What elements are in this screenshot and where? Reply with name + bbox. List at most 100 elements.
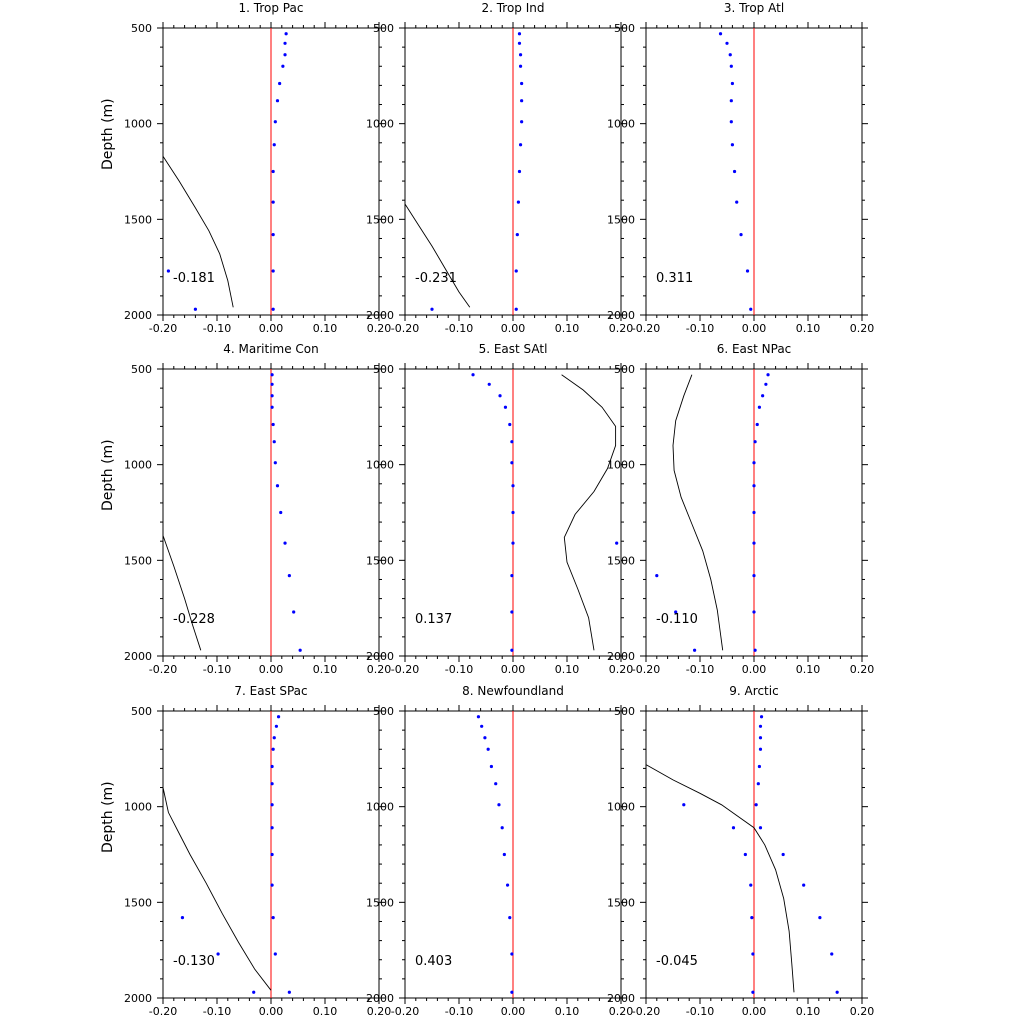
series-curve xyxy=(162,155,234,308)
x-tick-label: -0.20 xyxy=(632,1005,660,1018)
data-point xyxy=(500,826,504,830)
data-point xyxy=(271,269,275,273)
data-point xyxy=(502,852,506,857)
data-point xyxy=(731,826,736,830)
x-tick-label: 0.10 xyxy=(796,663,821,676)
x-tick-label: -0.20 xyxy=(391,322,419,335)
data-point xyxy=(764,382,768,386)
data-point xyxy=(752,484,756,488)
data-point xyxy=(758,826,763,830)
data-point xyxy=(802,883,806,887)
panel-5: -0.20 -0.10 0.00 0.10 0.20 500 1000 1500 2000 5. … xyxy=(366,342,633,676)
data-point xyxy=(270,394,274,398)
x-tick-label: 0.00 xyxy=(501,663,526,676)
data-point xyxy=(276,715,281,719)
data-point xyxy=(489,764,493,769)
x-tick-label: -0.20 xyxy=(391,1005,419,1018)
series-curve xyxy=(162,787,272,991)
data-point xyxy=(728,53,732,57)
data-point xyxy=(735,200,739,204)
x-tick-label: -0.20 xyxy=(632,663,660,676)
data-point xyxy=(730,81,735,86)
data-point xyxy=(494,782,498,786)
data-point xyxy=(517,41,522,45)
x-tick-label: -0.10 xyxy=(686,663,714,676)
data-point xyxy=(514,307,518,311)
data-point xyxy=(483,736,487,740)
x-tick-label: 0.20 xyxy=(850,1005,875,1018)
data-point xyxy=(753,648,757,652)
data-point xyxy=(754,803,758,807)
data-point xyxy=(520,99,524,103)
data-point xyxy=(520,120,524,124)
x-tick-label: 0.10 xyxy=(313,322,338,335)
x-tick-label: 0.20 xyxy=(609,322,634,335)
y-tick-label: 1000 xyxy=(124,801,152,814)
data-point xyxy=(682,803,686,807)
data-point xyxy=(510,440,514,444)
data-point xyxy=(514,269,518,273)
x-tick-label: 0.00 xyxy=(259,663,284,676)
x-tick-label: -0.10 xyxy=(445,663,473,676)
x-tick-label: 0.00 xyxy=(742,1005,767,1018)
data-point xyxy=(486,747,490,751)
data-point xyxy=(729,120,733,124)
data-point xyxy=(518,53,523,57)
data-point xyxy=(283,541,287,545)
y-tick-label: 500 xyxy=(614,705,635,718)
y-tick-label: 2000 xyxy=(366,309,394,322)
y-tick-label: 500 xyxy=(373,363,394,376)
data-point xyxy=(510,574,514,578)
data-point xyxy=(757,405,762,409)
y-tick-label: 1500 xyxy=(124,896,152,909)
data-point xyxy=(508,422,512,427)
y-tick-label: 2000 xyxy=(366,650,394,663)
data-point xyxy=(520,81,524,86)
data-point xyxy=(292,610,296,614)
x-tick-label: 0.20 xyxy=(367,322,392,335)
data-point xyxy=(271,307,275,311)
data-point xyxy=(506,883,510,887)
x-tick-label: -0.20 xyxy=(149,663,177,676)
y-tick-label: 2000 xyxy=(366,992,394,1005)
y-tick-label: 1000 xyxy=(366,118,394,131)
correlation-label: -0.231 xyxy=(415,271,457,286)
x-tick-label: 0.10 xyxy=(555,663,580,676)
y-tick-label: 2000 xyxy=(607,309,635,322)
series-curve xyxy=(162,535,202,651)
y-tick-label: 1500 xyxy=(607,213,635,226)
x-tick-label: 0.20 xyxy=(609,1005,634,1018)
y-tick-label: 1500 xyxy=(124,554,152,567)
data-point xyxy=(270,764,274,769)
y-tick-label: 500 xyxy=(614,363,635,376)
panel-8: -0.20 -0.10 0.00 0.10 0.20 500 1000 1500 2000 8. … xyxy=(366,684,633,1018)
data-point xyxy=(270,782,274,786)
data-point xyxy=(252,990,256,994)
data-point xyxy=(471,373,475,377)
data-point xyxy=(518,143,523,147)
y-tick-label: 2000 xyxy=(124,650,152,663)
data-point xyxy=(751,990,755,994)
data-point xyxy=(752,541,756,545)
data-point xyxy=(693,648,697,652)
x-tick-label: -0.10 xyxy=(445,322,473,335)
data-point xyxy=(755,422,759,427)
y-tick-label: 2000 xyxy=(607,992,635,1005)
data-point xyxy=(272,440,276,444)
data-point xyxy=(216,952,220,956)
x-tick-label: -0.10 xyxy=(203,1005,231,1018)
x-tick-label: -0.20 xyxy=(391,663,419,676)
panel-6: -0.20 -0.10 0.00 0.10 0.20 500 1000 1500 2000 6. … xyxy=(607,342,874,676)
x-tick-label: -0.10 xyxy=(686,1005,714,1018)
y-tick-label: 500 xyxy=(131,705,152,718)
data-point xyxy=(749,307,753,311)
data-point xyxy=(517,169,522,174)
data-point xyxy=(283,41,287,45)
data-point xyxy=(761,394,765,398)
x-tick-label: 0.20 xyxy=(850,322,875,335)
data-point xyxy=(757,764,762,769)
data-point xyxy=(287,990,291,994)
panel-title: 6. East NPac xyxy=(717,342,792,356)
data-point xyxy=(655,574,659,578)
